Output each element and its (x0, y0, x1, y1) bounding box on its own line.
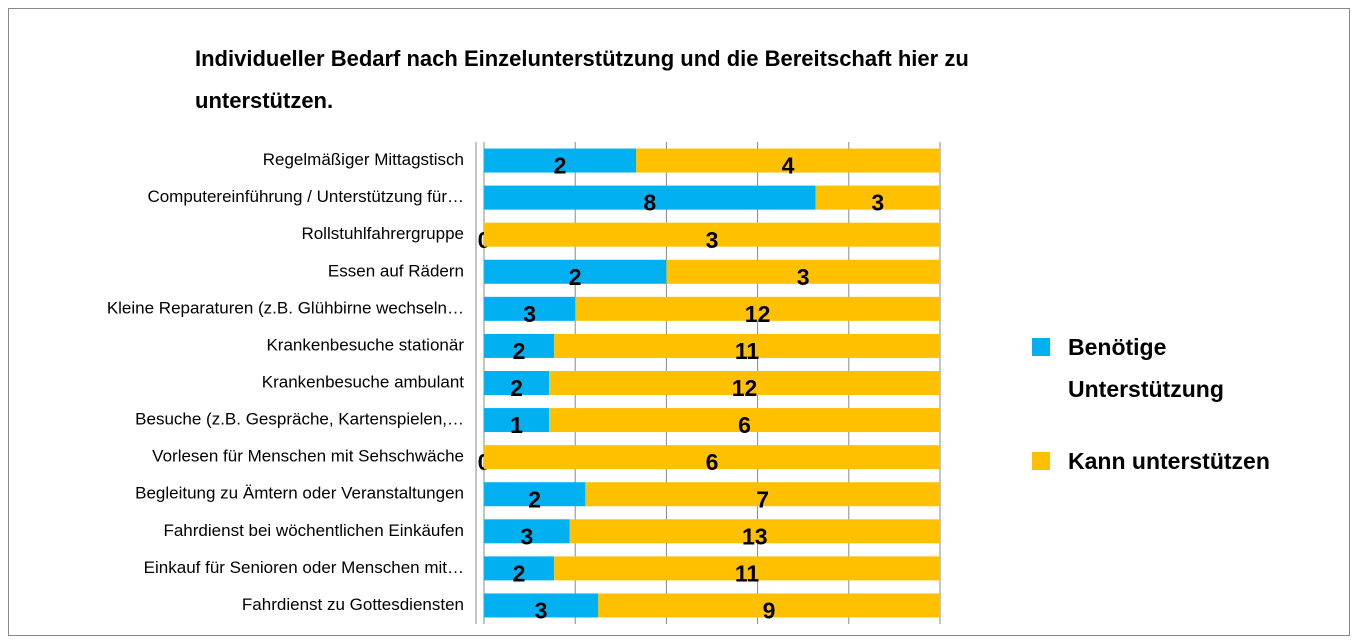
category-label: Begleitung zu Ämtern oder Veranstaltunge… (135, 484, 464, 503)
legend-swatch (1032, 452, 1050, 470)
category-label: Krankenbesuche stationär (266, 335, 464, 354)
category-label: Besuche (z.B. Gespräche, Kartenspielen,… (135, 410, 464, 429)
legend-item: Benötige Unterstützung (1032, 326, 1332, 410)
data-label: 2 (513, 560, 526, 586)
category-label: Vorlesen für Menschen mit Sehschwäche (152, 447, 464, 466)
data-label: 3 (871, 190, 884, 216)
data-label: 9 (763, 598, 776, 624)
legend-swatch (1032, 338, 1050, 356)
data-label: 2 (554, 153, 567, 179)
bar-segment (549, 371, 940, 395)
bar-segment (484, 408, 550, 433)
data-label: 2 (528, 486, 541, 512)
bar-segment (554, 333, 940, 358)
bar-segment (484, 222, 940, 247)
bar-segment (549, 408, 940, 433)
legend-label: Kann unterstützen (1068, 448, 1270, 474)
frame (8, 8, 1350, 636)
bar-segment (666, 259, 940, 284)
category-label: Essen auf Rädern (328, 261, 464, 280)
bar-segment (484, 259, 667, 284)
bar-segment (585, 482, 940, 507)
bar-segment (484, 333, 555, 358)
bar-segment (484, 445, 940, 470)
data-label: 11 (735, 560, 760, 586)
category-label: Computereinführung / Unterstützung für… (147, 187, 464, 206)
data-label: 2 (510, 375, 523, 401)
bar-segment (484, 593, 598, 618)
bar-segment (484, 185, 816, 210)
data-label: 3 (797, 264, 810, 290)
bar-segment (575, 296, 940, 321)
category-label: Regelmäßiger Mittagstisch (263, 150, 464, 169)
data-label: 3 (523, 301, 536, 327)
bar-segment (484, 482, 586, 507)
legend-item: Kann unterstützen (1032, 440, 1332, 482)
bar-segment (554, 556, 940, 581)
chart-title: Individueller Bedarf nach Einzelunterstü… (195, 46, 969, 113)
data-label: 12 (745, 301, 771, 327)
data-label: 6 (706, 449, 719, 475)
data-label: 4 (782, 153, 795, 179)
bar-segment (484, 148, 636, 173)
category-label: Rollstuhlfahrergruppe (301, 224, 464, 243)
bar-segment (484, 519, 570, 544)
legend-label: Benötige Unterstützung (1068, 334, 1224, 402)
category-label: Einkauf für Senioren oder Menschen mit… (144, 558, 464, 577)
bar-segment (569, 519, 940, 544)
data-label: 7 (756, 486, 769, 512)
data-label: 2 (569, 264, 582, 290)
data-label: 3 (706, 227, 719, 253)
bar-segment (484, 371, 550, 395)
data-label: 6 (738, 412, 751, 438)
data-label: 8 (643, 190, 656, 216)
data-label: 2 (513, 338, 526, 364)
data-label: 3 (520, 523, 533, 549)
bar-segment (484, 556, 555, 581)
category-label: Fahrdienst zu Gottesdiensten (242, 595, 464, 614)
bar-segment (636, 148, 940, 173)
data-label: 12 (732, 375, 758, 401)
bar-segment (815, 185, 940, 210)
category-label: Kleine Reparaturen (z.B. Glühbirne wechs… (107, 298, 464, 317)
category-label: Krankenbesuche ambulant (262, 372, 465, 391)
category-label: Fahrdienst bei wöchentlichen Einkäufen (163, 521, 464, 540)
data-label: 11 (735, 338, 760, 364)
data-label: 13 (742, 523, 768, 549)
data-label: 3 (535, 598, 548, 624)
bar-segment (484, 296, 576, 321)
bar-segment (598, 593, 940, 618)
data-label: 1 (510, 412, 523, 438)
